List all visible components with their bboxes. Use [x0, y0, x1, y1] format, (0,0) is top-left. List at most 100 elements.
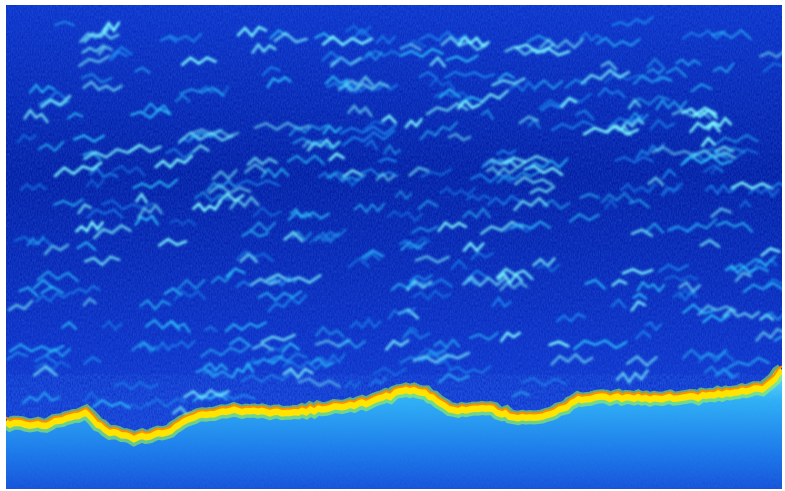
fish-echo: [71, 284, 101, 295]
fish-echo: [202, 369, 218, 376]
fish-echo: [620, 182, 657, 194]
fish-echo: [267, 293, 308, 313]
fish-echo: [82, 80, 123, 93]
fish-echo: [646, 57, 664, 69]
fish-echo: [369, 376, 388, 387]
fish-echo: [496, 149, 517, 156]
fish-echo: [739, 199, 752, 209]
fish-echo: [481, 108, 494, 121]
fish-echo: [354, 81, 390, 91]
fish-echo: [246, 156, 278, 166]
fish-echo: [682, 29, 726, 40]
fish-echo: [646, 67, 666, 76]
fish-echo: [82, 150, 102, 161]
fish-echo: [417, 199, 439, 210]
fish-echo: [466, 269, 488, 281]
fish-echo: [79, 29, 120, 44]
fish-echo: [647, 175, 665, 187]
fish-echo: [532, 257, 556, 268]
fish-echo: [671, 108, 712, 120]
fish-echo: [347, 257, 371, 269]
fish-echo: [399, 353, 454, 364]
fish-echo: [37, 140, 65, 153]
fish-echo: [514, 43, 571, 57]
fish-echo: [378, 157, 397, 163]
fish-echo: [308, 233, 336, 245]
fish-echo: [288, 124, 329, 137]
fish-echo: [667, 222, 699, 232]
fish-echo: [260, 333, 296, 344]
echogram-canvas: [6, 5, 782, 489]
fish-echo: [420, 167, 453, 178]
fish-echo: [628, 198, 650, 209]
fish-echo: [81, 44, 105, 54]
fish-echo: [632, 292, 647, 300]
fish-echo: [579, 192, 600, 199]
fish-echo: [281, 341, 300, 353]
fish-echo: [759, 51, 782, 59]
fish-echo: [753, 258, 778, 269]
fish-echo: [287, 210, 330, 221]
fish-echo: [404, 117, 423, 129]
fish-echo: [440, 35, 488, 52]
fish-echo: [200, 344, 252, 358]
fish-echo: [491, 296, 512, 308]
fish-echo: [315, 325, 345, 338]
fish-echo: [135, 191, 148, 204]
fish-echo: [235, 250, 274, 262]
fish-echo: [229, 336, 250, 346]
fish-echo: [734, 271, 752, 283]
fish-echo: [169, 218, 197, 227]
fish-echo: [321, 50, 341, 62]
fish-echo: [33, 365, 58, 377]
fish-echo: [251, 342, 274, 352]
fish-echo: [742, 281, 782, 293]
fish-echo: [18, 286, 39, 298]
fish-echo: [661, 182, 680, 195]
fish-echo: [630, 228, 653, 237]
fish-echo: [329, 57, 353, 65]
fish-echo: [97, 44, 113, 56]
fish-echo: [267, 275, 297, 287]
fish-echo: [714, 145, 735, 153]
fish-echo: [661, 182, 684, 197]
fish-echo: [195, 367, 232, 379]
fish-echo: [621, 117, 641, 126]
fish-echo: [457, 34, 490, 48]
fish-echo: [137, 202, 163, 219]
fish-echo: [249, 221, 277, 233]
fish-echo: [399, 239, 423, 250]
fish-echo: [321, 34, 374, 47]
fish-echo: [628, 111, 649, 123]
fish-echo: [418, 30, 467, 42]
fish-echo: [235, 280, 252, 289]
fish-echo: [770, 181, 782, 190]
fish-echo: [682, 348, 728, 360]
fish-echo: [157, 237, 188, 247]
fish-echo: [726, 356, 770, 369]
fish-echo: [342, 168, 363, 178]
fish-echo: [645, 222, 664, 234]
fish-echo: [36, 270, 79, 283]
fish-echo: [231, 361, 255, 379]
fish-echo: [109, 50, 128, 62]
fish-echo: [235, 179, 280, 187]
fish-echo: [292, 137, 341, 150]
fish-echo: [388, 306, 416, 320]
fish-echo: [53, 161, 103, 178]
fish-echo: [433, 91, 473, 102]
fish-echo: [480, 89, 509, 104]
fish-echo: [485, 165, 517, 176]
fish-echo: [672, 290, 698, 302]
fish-echo: [287, 154, 325, 165]
fish-echo: [444, 70, 495, 79]
fish-echo: [315, 352, 346, 366]
fish-echo: [704, 183, 737, 196]
fish-echo: [661, 168, 677, 180]
fish-echo: [159, 35, 178, 43]
fish-echo: [178, 131, 234, 143]
fish-echo: [340, 124, 397, 136]
fish-echo: [7, 299, 34, 312]
fish-echo: [675, 58, 701, 67]
fish-echo: [212, 169, 238, 181]
